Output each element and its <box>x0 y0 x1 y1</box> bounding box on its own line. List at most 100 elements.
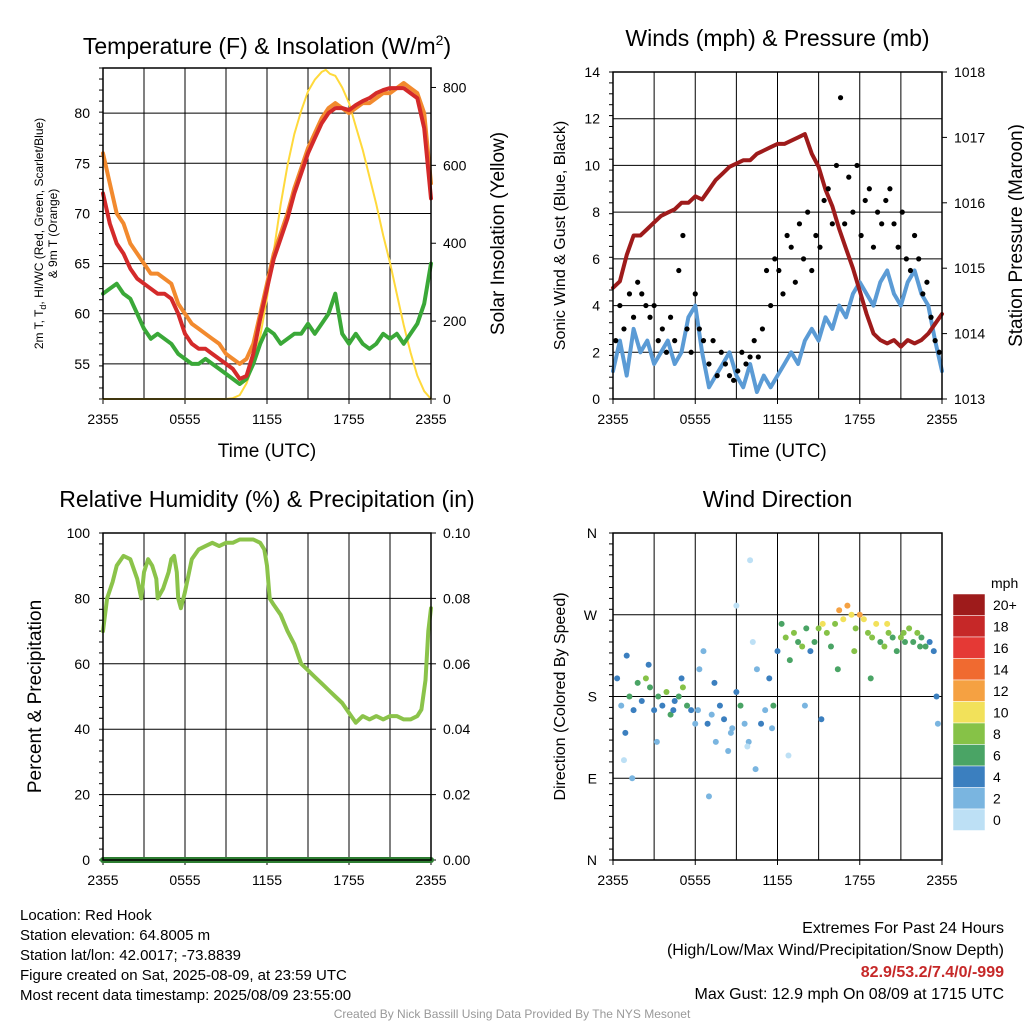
direction-point <box>844 602 851 609</box>
gust-point <box>635 279 641 285</box>
direction-point <box>848 611 855 618</box>
credit-text: Created By Nick Bassill Using Data Provi… <box>333 1007 691 1021</box>
y-axis-label: Percent & Precipitation <box>25 600 46 793</box>
gust-point <box>920 291 926 297</box>
gust-point <box>676 267 682 274</box>
direction-point <box>744 743 751 750</box>
y-tick-label: 65 <box>74 256 90 272</box>
direction-point <box>716 702 723 709</box>
direction-point <box>614 675 621 682</box>
gust-point <box>854 162 860 169</box>
direction-point <box>634 679 641 686</box>
gust-point <box>639 291 645 297</box>
wind_direction-panel: 2355 0555 1155 1755 2355NESWNmph20+181614121… <box>584 486 1018 888</box>
direction-point <box>705 793 712 800</box>
gust-point <box>891 221 897 227</box>
direction-tick-label: N <box>587 852 597 868</box>
legend-label: 14 <box>993 662 1009 678</box>
gust-point <box>825 186 831 192</box>
legend-label: 18 <box>993 619 1009 635</box>
y-axis-label-text: Direction (Colored By Speed) <box>552 592 569 800</box>
y-axis-label-text: Percent & Precipitation <box>25 600 46 793</box>
gust-point <box>630 314 637 320</box>
legend-label: 16 <box>993 640 1009 656</box>
direction-point <box>770 702 777 709</box>
gust-point <box>932 338 938 344</box>
direction-point <box>914 629 921 636</box>
direction-point <box>785 752 792 759</box>
latlon-text: Station lat/lon: 42.0017; -73.8839 <box>20 947 242 964</box>
legend-swatch <box>952 701 986 724</box>
y2-tick-label: 1017 <box>954 129 985 145</box>
direction-point <box>741 720 748 727</box>
direction-point <box>642 675 649 682</box>
y-tick-label: 8 <box>592 204 600 220</box>
direction-point <box>877 639 884 645</box>
gust-point <box>672 338 678 344</box>
extremes-legend: (High/Low/Max Wind/Precipitation/Snow De… <box>666 942 1004 959</box>
gust-point <box>663 349 670 355</box>
direction-point <box>801 702 808 709</box>
gust-point <box>735 368 741 374</box>
direction-point <box>667 711 674 718</box>
y-tick-label: 80 <box>74 590 90 606</box>
y-tick-label: 2 <box>592 344 600 360</box>
direction-point <box>836 607 843 614</box>
y2-tick-label: 600 <box>443 157 467 173</box>
gust-point <box>714 373 720 379</box>
direction-tick-label: S <box>588 689 597 705</box>
legend-swatch <box>952 636 986 659</box>
gust-point <box>647 314 653 320</box>
gust-point <box>887 186 893 192</box>
gust-point <box>655 338 661 344</box>
legend-label: 0 <box>993 812 1001 828</box>
direction-point <box>679 684 686 691</box>
gust-point <box>626 291 633 297</box>
y2-tick-label: 0.10 <box>443 525 470 541</box>
direction-point <box>712 738 719 745</box>
y2-tick-label: 1016 <box>954 195 985 211</box>
direction-point <box>711 679 718 686</box>
direction-point <box>675 693 682 700</box>
x-axis-label: Time (UTC) <box>728 441 827 462</box>
plot-frame <box>102 67 432 400</box>
legend-label: 10 <box>993 705 1009 721</box>
y2-tick-label: 1015 <box>954 260 985 276</box>
direction-point <box>758 720 765 727</box>
max-gust-text: Max Gust: 12.9 mph On 08/09 at 1715 UTC <box>694 986 1005 1003</box>
y-tick-label: 0 <box>592 391 600 407</box>
gust-point <box>759 326 766 332</box>
gust-point <box>780 291 786 297</box>
direction-point <box>795 639 802 645</box>
y-axis-label: 2m T, Td, HI/WC (Red, Green, Scarlet/Blu… <box>32 118 60 349</box>
gust-point <box>805 209 811 215</box>
gust-point <box>846 174 852 180</box>
direction-point <box>626 693 633 700</box>
plot-frame <box>612 532 943 861</box>
y-tick-label: 70 <box>74 205 90 221</box>
direction-point <box>889 634 896 641</box>
gust-point <box>792 279 798 285</box>
direction-point <box>729 725 736 732</box>
x-tick-label: 2355 <box>415 411 446 427</box>
gust-point <box>776 267 782 274</box>
direction-point <box>910 639 917 645</box>
x-tick-label: 1755 <box>333 411 364 427</box>
gust-point <box>924 279 930 285</box>
x-tick-label: 0555 <box>169 872 200 888</box>
y2-axis-label-text: Station Pressure (Maroon) <box>1006 124 1024 347</box>
y-tick-label: 75 <box>74 155 90 171</box>
direction-point <box>721 716 728 723</box>
x-tick-label: 2355 <box>415 872 446 888</box>
direction-point <box>638 698 645 705</box>
legend-label: 4 <box>993 769 1001 785</box>
gust-point <box>700 338 707 344</box>
y-tick-label: 100 <box>67 525 91 541</box>
legend-swatch <box>952 744 986 767</box>
y-tick-label: 0 <box>82 852 90 868</box>
direction-point <box>851 648 858 655</box>
y2-tick-label: 0.02 <box>443 787 470 803</box>
gust-point <box>916 256 922 262</box>
x-tick-label: 0555 <box>680 872 711 888</box>
